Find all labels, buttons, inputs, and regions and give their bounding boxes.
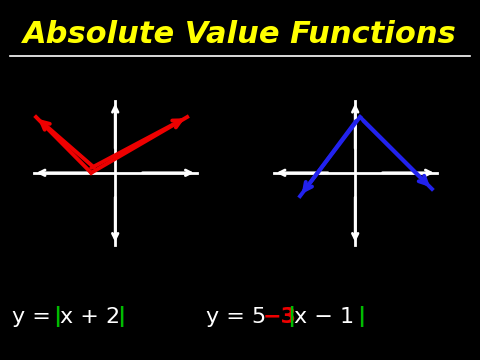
- Text: x − 1: x − 1: [294, 307, 354, 327]
- Text: |: |: [117, 306, 125, 327]
- Text: |: |: [357, 306, 365, 327]
- Text: |: |: [53, 306, 61, 327]
- Text: x + 2: x + 2: [60, 307, 120, 327]
- Text: y =: y =: [12, 307, 58, 327]
- Text: |: |: [287, 306, 295, 327]
- Text: Absolute Value Functions: Absolute Value Functions: [23, 20, 457, 49]
- Text: y = 5: y = 5: [206, 307, 274, 327]
- Text: −3: −3: [263, 307, 297, 327]
